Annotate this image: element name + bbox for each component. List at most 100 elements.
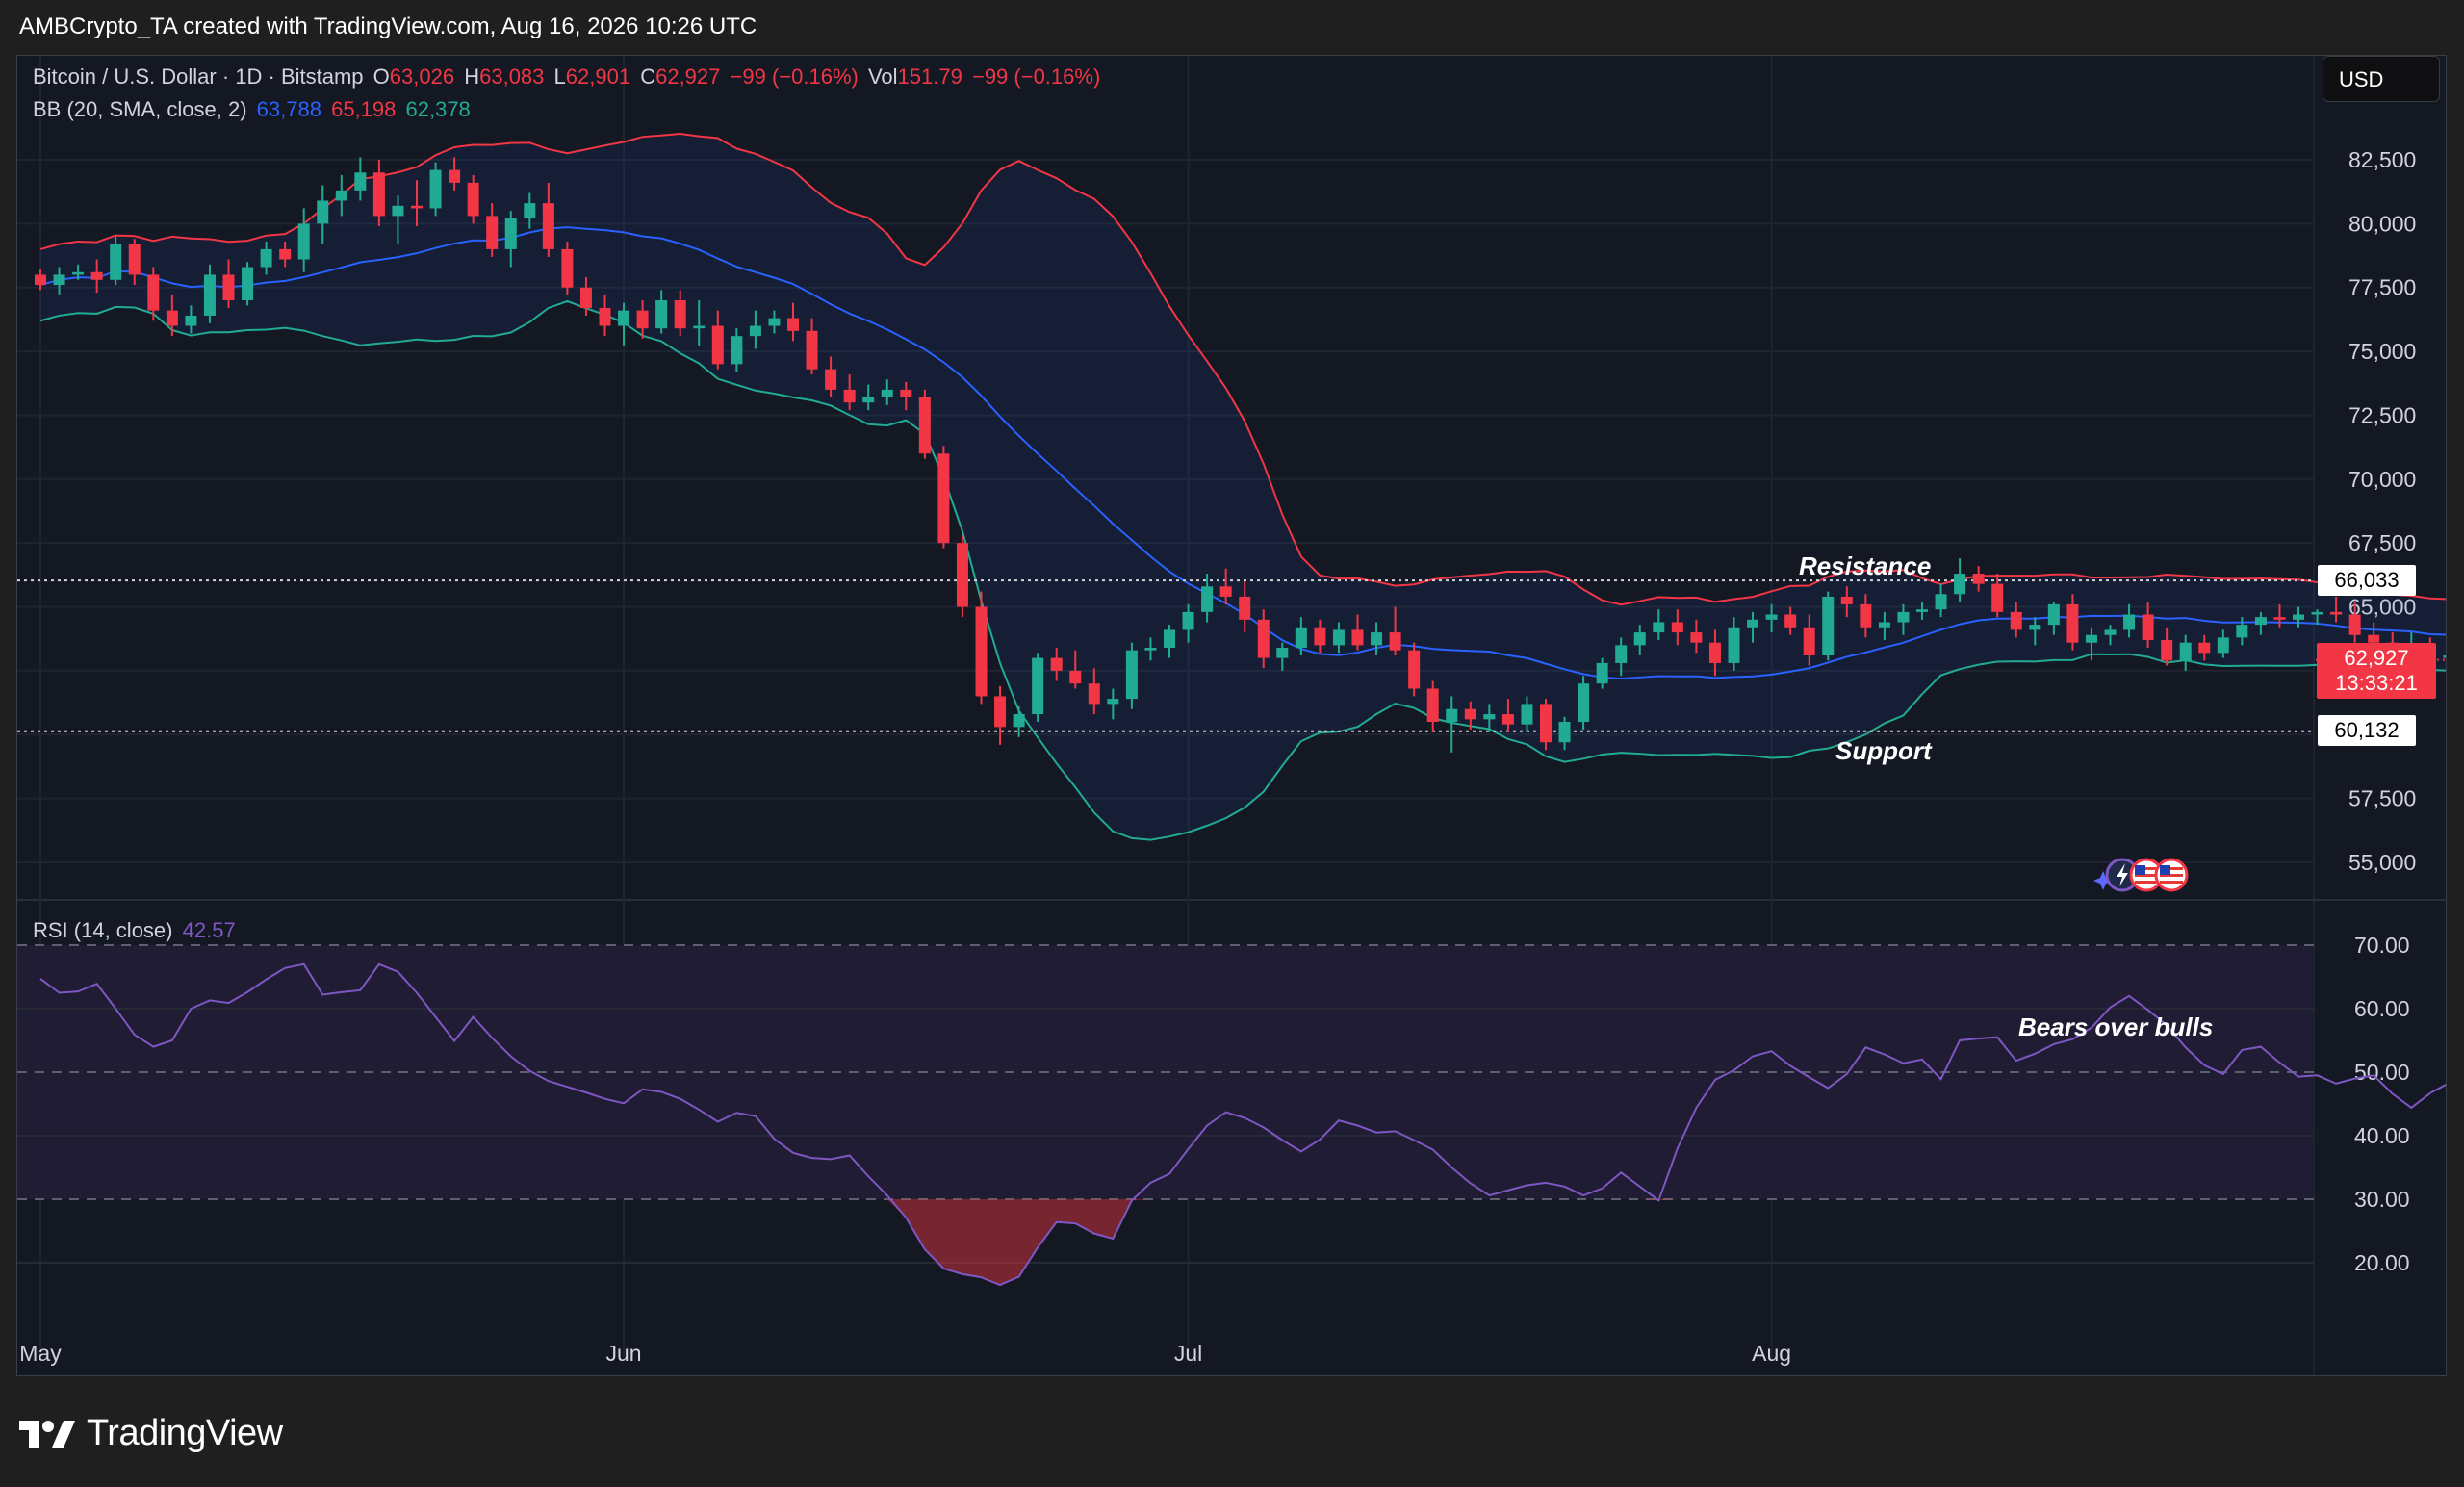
event-icons[interactable] (2092, 855, 2197, 897)
candle-body (2217, 637, 2229, 654)
candle-body (542, 203, 554, 249)
price-axis-tick: 67,500 (2348, 530, 2416, 555)
candle-body (1276, 648, 1289, 658)
support-annotation[interactable]: Support (1835, 736, 1932, 765)
candle-body (918, 397, 931, 454)
candle-body (147, 274, 160, 311)
candle-body (1182, 611, 1194, 630)
candle-body (1671, 622, 1683, 633)
last-price-value: 62,927 (2344, 646, 2409, 670)
symbol-legend[interactable]: Bitcoin / U.S. Dollar · 1D · Bitstamp O 6… (33, 64, 1104, 90)
rsi-axis-tick: 30.00 (2354, 1187, 2410, 1212)
low-label: L (553, 64, 566, 89)
candle-body (1822, 596, 1835, 655)
candle-body (2198, 642, 2211, 654)
bb-lower-value: 62,378 (405, 97, 471, 121)
chart-credit: AMBCrypto_TA created with TradingView.co… (19, 13, 757, 39)
rsi-legend[interactable]: RSI (14, close) 42.57 (33, 918, 240, 943)
candle-body (2311, 611, 2323, 615)
bb-label[interactable]: BB (20, SMA, close, 2) (33, 97, 247, 121)
candle-body (975, 606, 988, 697)
candle-body (843, 389, 856, 403)
candle-body (1897, 611, 1910, 623)
candle-body (1954, 574, 1966, 595)
candle-body (1878, 622, 1890, 628)
candle-body (749, 325, 761, 337)
tradingview-logo-text: TradingView (87, 1413, 283, 1453)
resistance-annotation[interactable]: Resistance (1799, 551, 1932, 580)
candle-body (900, 389, 912, 397)
tradingview-logo[interactable]: TradingView (19, 1413, 283, 1454)
bb-legend[interactable]: BB (20, SMA, close, 2) 63,788 65,198 62,… (33, 97, 475, 122)
low-value: 62,901 (565, 64, 631, 89)
candle-body (1389, 632, 1401, 651)
candle-body (1371, 632, 1383, 646)
candle-body (636, 310, 649, 329)
candle-body (1765, 614, 1778, 620)
support-price-tag: 60,132 (2318, 715, 2416, 746)
candle-body (1615, 645, 1628, 663)
candle-body (806, 330, 818, 370)
us-flag-icon[interactable] (2129, 858, 2164, 892)
resistance-price-tag: 66,033 (2318, 565, 2416, 596)
currency-button[interactable]: USD (2323, 56, 2440, 102)
candle-body (956, 543, 968, 607)
candle-body (1578, 683, 1590, 722)
open-label: O (372, 64, 390, 89)
candle-body (561, 248, 574, 288)
price-axis-tick: 77,500 (2348, 275, 2416, 300)
candle-body (2047, 603, 2060, 626)
candle-body (1219, 586, 1232, 597)
candle-body (72, 271, 85, 275)
candle-body (1446, 708, 1458, 722)
rsi-axis-tick: 70.00 (2354, 933, 2410, 958)
candle-body (825, 369, 837, 390)
candle-body (1935, 594, 1947, 610)
sparkle-icon[interactable] (2093, 871, 2113, 890)
candle-body (185, 315, 197, 326)
candle-body (2029, 625, 2041, 630)
rsi-label[interactable]: RSI (14, close) (33, 918, 173, 942)
vol-change-value: −99 (−0.16%) (971, 64, 1101, 89)
candle-body (2161, 640, 2173, 661)
candle-body (2348, 614, 2361, 635)
candle-body (1164, 629, 1175, 649)
us-flag-icon-2[interactable] (2154, 858, 2189, 892)
candle-body (411, 205, 423, 209)
candle-body (110, 244, 122, 280)
candle-body (937, 453, 950, 544)
candle-body (731, 336, 743, 365)
candle-body (1784, 614, 1797, 628)
candle-body (53, 274, 65, 286)
candle-body (467, 182, 479, 217)
candle-body (1107, 699, 1119, 705)
bb-upper-line (39, 132, 2446, 606)
rsi-line (39, 962, 2446, 1287)
candle-body (166, 310, 178, 326)
rsi-axis-tick: 40.00 (2354, 1123, 2410, 1148)
symbol-title[interactable]: Bitcoin / U.S. Dollar · 1D · Bitstamp (33, 64, 364, 89)
candle-body (1840, 596, 1853, 604)
bears-annotation[interactable]: Bears over bulls (2018, 1013, 2214, 1041)
candle-body (1351, 629, 1364, 646)
candle-body (279, 248, 292, 260)
price-axis-tick: 72,500 (2348, 402, 2416, 427)
candle-body (1991, 583, 2004, 612)
candle-body (1408, 650, 1421, 689)
candle-body (1653, 622, 1665, 633)
candle-body (1728, 627, 1740, 663)
candle-body (787, 318, 799, 331)
candle-body (674, 300, 686, 329)
candle-body (2142, 614, 2154, 641)
change-value: −99 (−0.16%) (730, 64, 859, 89)
candle-body (222, 274, 235, 300)
candle-body (711, 325, 724, 365)
chart-canvas[interactable]: 82,500 80,000 77,500 75,000 72,500 70,000 67,5… (17, 56, 2446, 1375)
candle-body (504, 218, 517, 249)
candle-body (1125, 650, 1138, 700)
candle-body (1032, 657, 1044, 715)
candle-body (2443, 654, 2446, 658)
candle-body (486, 216, 499, 249)
chart-frame[interactable]: 82,500 80,000 77,500 75,000 72,500 70,000 67,5… (16, 55, 2447, 1376)
rsi-axis-tick: 60.00 (2354, 996, 2410, 1021)
